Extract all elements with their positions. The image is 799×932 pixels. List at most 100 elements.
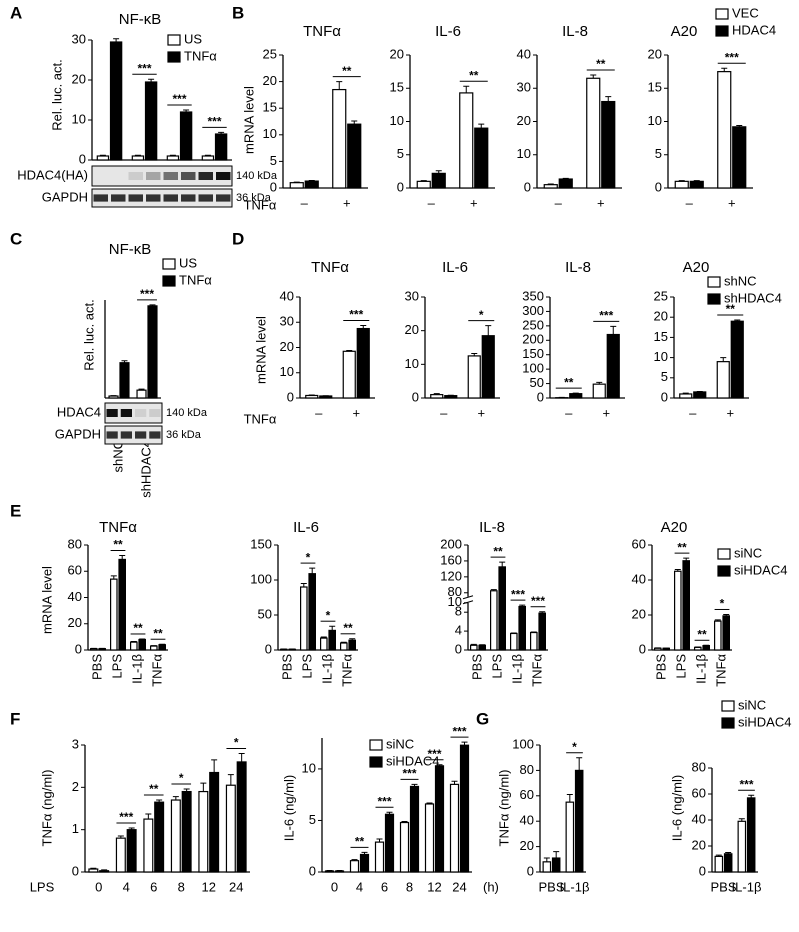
y-axis-label: IL-6 (ng/ml) [669,775,684,841]
bar [693,646,702,651]
error-bar [349,638,356,641]
y-tick-label: 120 [440,568,462,583]
error-bar [451,780,458,785]
y-tick-label: 2 [72,779,79,794]
bar [558,178,573,189]
bar [347,123,362,189]
bar [732,126,747,189]
bar [289,182,304,189]
y-tick-label: 5 [309,812,316,827]
y-tick-label: 0 [397,179,404,194]
y-tick-label: 25 [654,288,668,303]
blot-band [120,409,132,417]
x-tick-label: LPS [109,654,124,679]
bar [702,645,711,651]
blot-row-label: GAPDH [55,426,101,441]
error-bar [308,394,315,396]
y-tick-label: 30 [280,314,294,329]
panel-letter: B [232,3,244,22]
bar [115,837,126,873]
bar [349,860,360,873]
legend-swatch [162,275,176,287]
bar [179,111,193,161]
y-tick-label: 20 [280,339,294,354]
y-tick-label: 0 [287,389,294,404]
bar [569,393,583,399]
panel-letter: G [476,709,489,728]
chart-title: A20 [683,259,710,276]
error-bar [411,783,418,787]
x-tick-label: – [555,195,563,210]
blot-band [216,172,231,180]
error-bar [340,641,347,643]
axis-break-mark [462,595,474,600]
x-tick-label: IL-1β [693,654,708,684]
y-tick-label: 0 [661,389,668,404]
sig-label: *** [725,50,739,64]
chart-title: A20 [661,519,688,536]
y-tick-label: 40 [517,46,531,61]
y-axis-label: mRNA level [241,86,256,154]
bar [88,868,99,873]
y-tick-label: 5 [655,146,662,161]
y-tick-label: 10 [654,349,668,364]
bar [574,769,584,873]
y-tick-label: 20 [405,322,419,337]
bar [510,632,518,651]
bar [126,829,137,873]
error-bar [720,357,727,362]
x-tick-label: – [315,405,323,420]
bar [147,305,158,399]
bar [359,853,370,873]
bar [143,818,154,873]
sig-label: * [479,308,484,322]
bar [689,180,704,189]
sig-label: ** [113,538,123,552]
x-tick-label: + [602,405,610,420]
error-bar [326,869,333,871]
x-tick-label: IL-1β [509,654,524,684]
bar [131,155,145,161]
error-bar [113,38,120,42]
bar [118,558,127,651]
y-tick-label: 160 [440,552,462,567]
bar [328,629,337,651]
sig-label: ** [342,64,352,78]
y-tick-label: 0 [699,863,706,878]
y-tick-label: 150 [250,536,272,551]
bar [320,637,328,651]
y-tick-label: 350 [522,288,544,303]
bar [551,857,561,873]
error-bar [183,788,190,792]
y-tick-label: 80 [448,584,462,599]
error-bar [351,859,358,861]
legend-swatch [715,25,729,37]
y-tick-label: 0 [524,179,531,194]
y-tick-label: 0 [265,641,272,656]
error-bar [128,827,135,830]
error-bar [519,604,526,607]
y-tick-label: 20 [520,838,534,853]
legend-swatch [721,700,735,712]
blot-strip [104,425,163,445]
blot-band [149,431,161,439]
bar [201,155,215,161]
x-tick-label: 4 [123,879,130,894]
error-bar [470,643,477,646]
bar [214,133,228,161]
y-tick-label: 0 [309,863,316,878]
sig-label: ** [355,835,365,849]
sig-label: ** [149,782,159,796]
bar [340,642,348,651]
blot-band [106,431,118,439]
sig-label: *** [172,92,186,106]
x-tick-label: PBS [469,654,484,680]
sig-label: * [234,736,239,750]
blot-row-label: HDAC4 [57,404,101,419]
blot-size-label: 36 kDa [236,192,272,204]
error-bar [610,325,617,335]
error-bar [134,154,141,156]
axis-break [463,596,473,603]
error-bar [200,782,207,792]
error-bar [139,638,146,640]
